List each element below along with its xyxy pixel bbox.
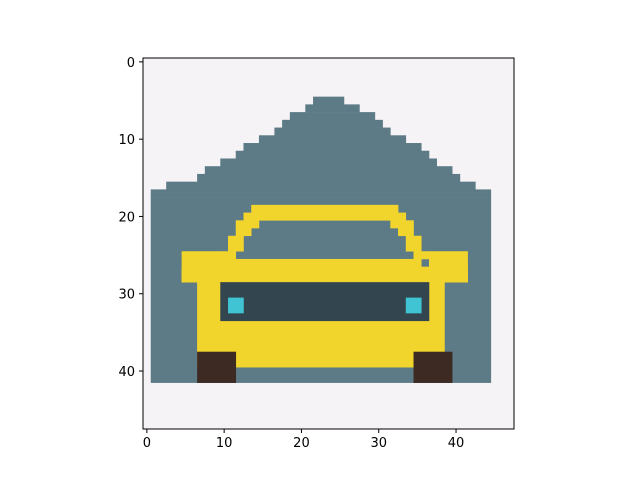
car-roof-frame-cell xyxy=(243,213,406,221)
x-axis: 0 10 20 30 40 xyxy=(143,429,465,451)
garage-cell xyxy=(259,135,406,143)
tire-left xyxy=(197,352,236,383)
tire-left-cell xyxy=(197,352,236,383)
garage-cell xyxy=(243,143,421,151)
y-axis: 0 10 20 30 40 xyxy=(118,56,143,380)
x-tick-label: 0 xyxy=(143,436,151,451)
tire-right-cell xyxy=(414,352,453,383)
garage-cell xyxy=(151,189,491,197)
headlight-left-cell xyxy=(228,298,244,314)
plot-area xyxy=(143,58,514,429)
garage-cell xyxy=(197,174,460,182)
car-roof-frame-cell xyxy=(406,244,422,252)
car-roof-frame-cell xyxy=(220,251,236,259)
car-roof-frame-cell xyxy=(406,236,422,244)
headlight-right xyxy=(406,298,422,314)
garage-cell xyxy=(290,112,375,120)
x-tick-label: 30 xyxy=(370,436,387,451)
x-tick-label: 40 xyxy=(448,436,465,451)
car-roof-frame-cell xyxy=(398,228,414,236)
car-roof-frame-cell xyxy=(220,259,421,267)
car-roof-frame-cell xyxy=(251,205,398,213)
car-roof-frame-cell xyxy=(390,220,413,228)
car-roof-frame-cell xyxy=(414,251,430,259)
y-tick-label: 0 xyxy=(127,56,135,71)
garage-cell xyxy=(305,104,359,112)
car-roof-frame-cell xyxy=(228,236,244,244)
garage-cell xyxy=(220,158,437,166)
car-body-cell xyxy=(182,267,468,283)
car-grille-cell xyxy=(220,282,429,321)
tire-right xyxy=(414,352,453,383)
car-roof-frame-cell xyxy=(236,220,259,228)
x-tick-label: 20 xyxy=(293,436,310,451)
y-tick-label: 40 xyxy=(118,365,135,380)
garage-cell xyxy=(282,120,383,128)
headlight-right-cell xyxy=(406,298,422,314)
y-tick-label: 20 xyxy=(118,210,135,225)
headlight-left xyxy=(228,298,244,314)
car-roof-frame-cell xyxy=(228,244,244,252)
car-roof-frame-cell xyxy=(236,228,252,236)
x-tick-label: 10 xyxy=(216,436,233,451)
y-tick-label: 10 xyxy=(118,133,135,148)
garage-cell xyxy=(166,182,475,190)
car-grille xyxy=(220,282,429,321)
garage-cell xyxy=(205,166,453,174)
garage-cell xyxy=(274,128,390,136)
garage-cell xyxy=(313,97,344,105)
y-tick-label: 30 xyxy=(118,288,135,303)
garage-cell xyxy=(236,151,430,159)
